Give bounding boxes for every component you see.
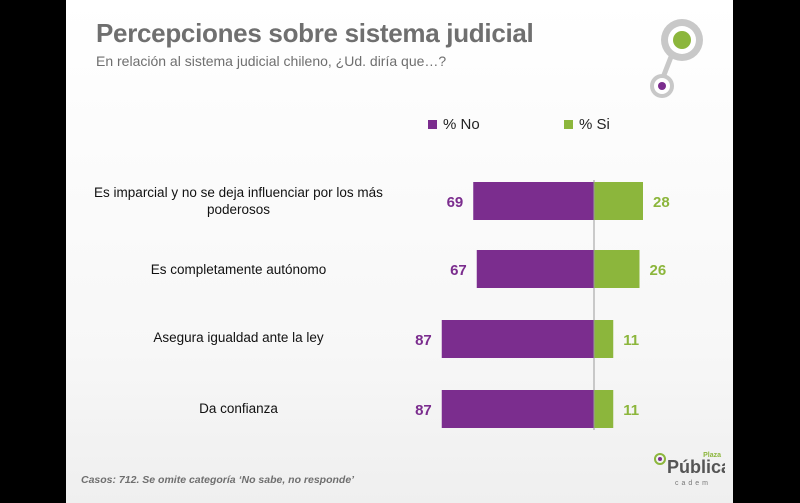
footnote: Casos: 712. Se omite categoría ‘No sabe,… bbox=[81, 474, 355, 486]
category-label: Es imparcial y no se deja influenciar po… bbox=[94, 185, 383, 217]
legend-item-no: % No bbox=[428, 116, 480, 133]
data-label-si-3: 11 bbox=[623, 402, 639, 419]
legend-swatch-no bbox=[428, 120, 437, 129]
bar-chart: 69 28 67 26 87 11 87 11 bbox=[415, 180, 670, 430]
category-label: Asegura igualdad ante la ley bbox=[153, 330, 324, 345]
page-subtitle: En relación al sistema judicial chileno,… bbox=[96, 53, 447, 69]
data-label-si-2: 11 bbox=[623, 332, 639, 349]
bar-si-1 bbox=[594, 250, 640, 288]
legend-label-si: % Si bbox=[579, 116, 610, 133]
logo-text-publica: Pública bbox=[667, 457, 725, 477]
bar-no-1 bbox=[476, 250, 594, 288]
data-label-no-1: 67 bbox=[450, 262, 467, 279]
bar-si-2 bbox=[594, 320, 614, 358]
data-label-no-2: 87 bbox=[415, 332, 432, 349]
legend-swatch-si bbox=[564, 120, 573, 129]
plaza-publica-cadem-logo: Plaza Pública cadem bbox=[654, 452, 725, 487]
logo-text-plaza: Plaza bbox=[703, 452, 721, 459]
data-label-no-0: 69 bbox=[447, 194, 464, 211]
data-label-no-3: 87 bbox=[415, 402, 432, 419]
bar-no-0 bbox=[473, 182, 594, 220]
slide: Percepciones sobre sistema judicial En r… bbox=[66, 0, 733, 503]
category-label: Es completamente autónomo bbox=[150, 262, 327, 277]
bar-si-3 bbox=[594, 390, 614, 428]
legend-label-no: % No bbox=[443, 116, 480, 133]
data-label-si-0: 28 bbox=[653, 194, 670, 211]
data-label-si-1: 26 bbox=[650, 262, 667, 279]
bar-no-3 bbox=[441, 390, 594, 428]
page-title: Percepciones sobre sistema judicial bbox=[96, 18, 534, 48]
bar-si-0 bbox=[594, 182, 643, 220]
legend-item-si: % Si bbox=[564, 116, 610, 133]
logo-text-cadem: cadem bbox=[675, 480, 711, 487]
bar-no-2 bbox=[441, 320, 594, 358]
category-label: Da confianza bbox=[199, 401, 278, 416]
plaza-publica-logo-icon bbox=[650, 19, 703, 98]
